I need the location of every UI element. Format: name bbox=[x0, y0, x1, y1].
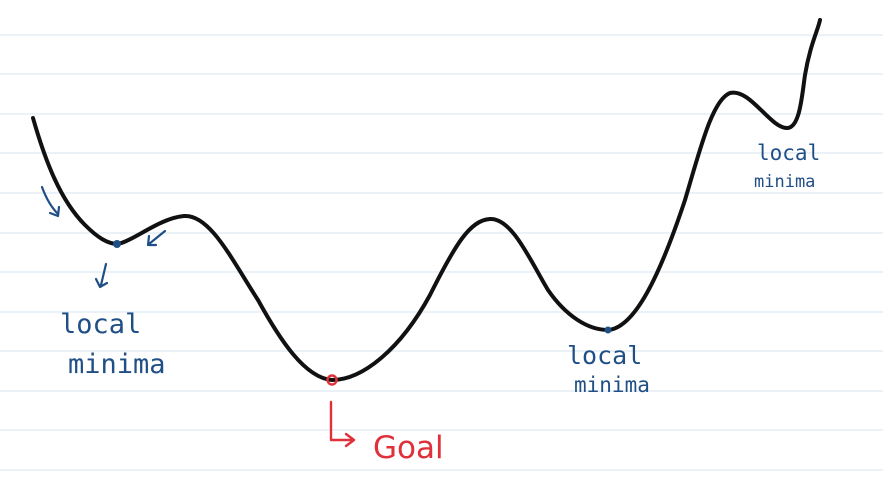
right-minimum-point bbox=[604, 326, 612, 334]
goal-minimum: Goal bbox=[326, 374, 444, 466]
ruled-lines bbox=[0, 34, 883, 471]
left-minimum-label-line1: local bbox=[60, 309, 141, 340]
loss-curve bbox=[31, 18, 822, 382]
top-right-minimum-label-line1: local bbox=[757, 141, 820, 165]
right-arrow-icon bbox=[146, 229, 167, 247]
right-local-minimum: local minima bbox=[567, 326, 650, 397]
right-minimum-label-line2: minima bbox=[574, 373, 650, 397]
top-right-local-minimum: local minima bbox=[754, 141, 820, 192]
left-arrow-icon bbox=[40, 185, 61, 218]
left-minimum-label-line2: minima bbox=[68, 349, 166, 380]
down-arrow-icon bbox=[94, 262, 109, 289]
left-minimum-point bbox=[113, 240, 121, 248]
right-minimum-label-line1: local bbox=[567, 341, 642, 370]
left-local-minimum: local minima bbox=[40, 185, 167, 380]
goal-arrow-icon bbox=[329, 400, 356, 448]
top-right-minimum-label-line2: minima bbox=[754, 172, 815, 192]
goal-point bbox=[326, 374, 338, 386]
goal-label: Goal bbox=[373, 430, 444, 466]
